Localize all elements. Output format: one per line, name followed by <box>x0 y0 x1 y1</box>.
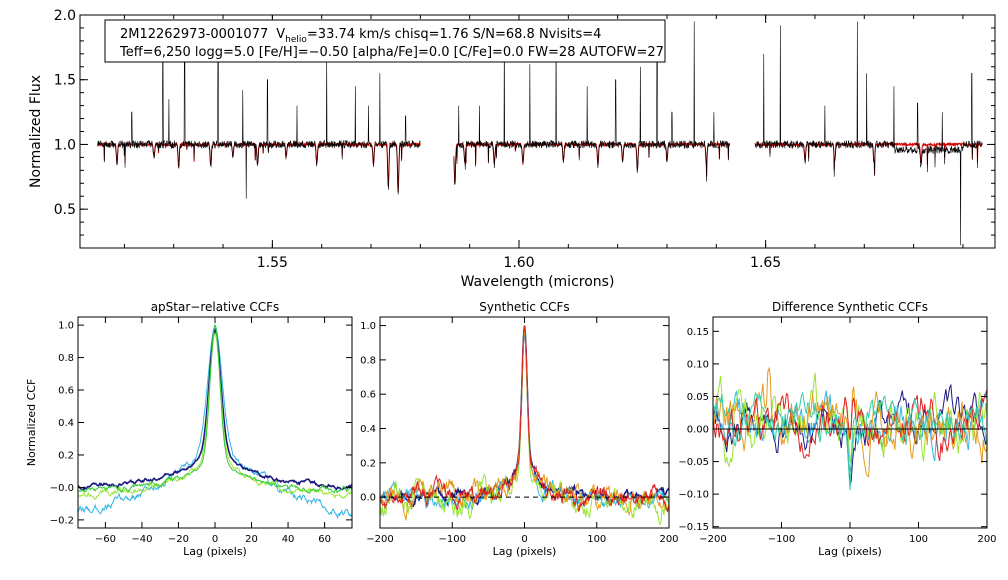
x-tick-label: 1.60 <box>503 255 534 271</box>
chart-title: apStar−relative CCFs <box>151 300 280 314</box>
info-box: 2M12262973-0001077 Vhelio=33.74 km/s chis… <box>104 19 666 63</box>
x-tick-label: −60 <box>95 534 116 545</box>
y-tick-label: 0.2 <box>58 450 74 461</box>
x-tick-label: 60 <box>318 534 331 545</box>
x-tick-label: −100 <box>768 534 795 545</box>
plot-area-spectrum <box>97 21 983 246</box>
x-tick-label: −100 <box>439 534 466 545</box>
x-axis-label: Lag (pixels) <box>183 545 247 558</box>
observed-spectrum-line <box>453 21 731 185</box>
x-tick-label: −40 <box>131 534 152 545</box>
plot-area-apstar <box>78 323 352 520</box>
x-tick-label: −200 <box>366 534 393 545</box>
y-tick-label: 0.4 <box>58 418 74 429</box>
observed-spectrum-line <box>754 21 983 246</box>
x-axis-label: Lag (pixels) <box>493 545 557 558</box>
ccf-line-visit-4 <box>78 323 352 495</box>
y-tick-label: 0.00 <box>687 425 709 436</box>
y-tick-label: 2.0 <box>54 8 76 24</box>
y-tick-label: 0.15 <box>687 327 709 338</box>
ccf-line-visit-2 <box>78 327 352 491</box>
plot-area-difference <box>713 366 987 491</box>
x-tick-label: 200 <box>659 534 678 545</box>
y-tick-label: 1.0 <box>360 321 376 332</box>
info-line-2: Teff=6,250 logg=5.0 [Fe/H]=−0.50 [alpha/… <box>119 45 664 60</box>
panel-synthetic: −200 −100 0 100 200 0.0 0.2 0.4 0.6 0.8 1.0 Synthet… <box>360 300 678 558</box>
x-tick-label: 20 <box>245 534 258 545</box>
chart-title: Synthetic CCFs <box>479 300 569 314</box>
y-tick-label: 0.6 <box>58 386 74 397</box>
panel-difference: −200 −100 0 100 200 −0.15 −0.10 −0.05 0.00 0.05 0.… <box>678 300 996 558</box>
panel-spectrum: 1.55 1.60 1.65 0.5 1.0 1.5 2.0 Wavelength (micr… <box>28 8 996 290</box>
ccf-line-visit-3 <box>78 331 352 500</box>
y-tick-label: −0.10 <box>678 490 709 501</box>
diff-line-visit-4 <box>713 389 987 461</box>
y-tick-label: 1.5 <box>54 73 76 89</box>
x-axis-label: Wavelength (microns) <box>461 274 615 290</box>
x-axis-label: Lag (pixels) <box>818 545 882 558</box>
x-tick-label: −20 <box>168 534 189 545</box>
chart-title: Difference Synthetic CCFs <box>772 300 928 314</box>
y-tick-label: 0.4 <box>360 424 376 435</box>
x-tick-label: 1.65 <box>750 255 781 271</box>
y-tick-label: 0.10 <box>687 359 709 370</box>
y-tick-label: 0.8 <box>360 355 376 366</box>
plot-area-synthetic <box>380 325 669 526</box>
y-axis-label: Normalized Flux <box>28 75 44 188</box>
y-tick-label: 1.0 <box>58 321 74 332</box>
x-tick-label: 100 <box>909 534 928 545</box>
y-tick-label: −0.0 <box>50 483 74 494</box>
y-axis-label: Normalized CCF <box>25 379 38 467</box>
y-tick-label: 0.2 <box>360 458 376 469</box>
info-line-1: 2M12262973-0001077 Vhelio=33.74 km/s chis… <box>120 27 601 45</box>
x-tick-label: 200 <box>977 534 996 545</box>
x-tick-label: 0 <box>212 534 218 545</box>
plot-frame <box>77 316 353 529</box>
x-tick-label: 100 <box>587 534 606 545</box>
y-tick-label: 0.05 <box>687 392 709 403</box>
info-box-frame <box>104 19 666 63</box>
diff-line-visit-5 <box>713 391 987 491</box>
ccf-line-combined <box>380 325 669 508</box>
y-tick-label: 0.5 <box>54 202 76 218</box>
model-spectrum-line <box>754 141 983 175</box>
y-tick-label: −0.15 <box>678 522 709 533</box>
x-tick-label: 40 <box>282 534 295 545</box>
x-tick-label: 0 <box>521 534 527 545</box>
y-tick-label: 0.0 <box>360 493 376 504</box>
y-tick-label: −0.2 <box>50 515 74 526</box>
y-tick-label: −0.05 <box>678 457 709 468</box>
y-tick-label: 1.0 <box>54 137 76 153</box>
observed-spectrum-line <box>97 21 421 199</box>
x-tick-label: 0 <box>847 534 853 545</box>
ccf-line-visit-4 <box>380 325 669 513</box>
panel-apstar: −60 −40 −20 0 20 40 60 −0.2 −0.0 0.2 0.4 0.6 0.8 1.0 a… <box>25 300 353 558</box>
x-tick-label: −200 <box>699 534 726 545</box>
x-tick-label: 1.55 <box>257 255 288 271</box>
y-tick-label: 0.6 <box>360 390 376 401</box>
y-tick-label: 0.8 <box>58 353 74 364</box>
